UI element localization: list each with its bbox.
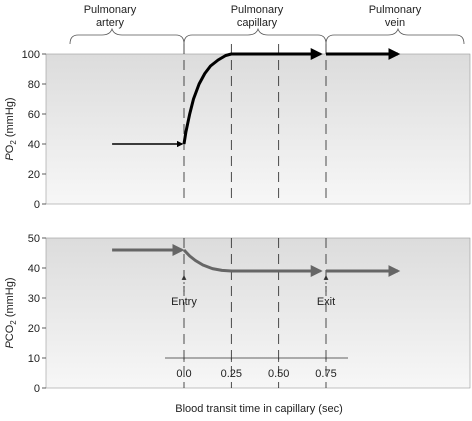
y-tick-label: 20	[28, 323, 40, 335]
region-artery-line1: Pulmonary	[84, 4, 137, 16]
pco2-plot-area	[45, 237, 471, 389]
y-tick-label: 60	[28, 109, 40, 121]
pco2-series	[112, 244, 401, 277]
vein-brace	[325, 27, 465, 45]
y-tick-label: 40	[28, 139, 40, 151]
region-pulmonary-artery: Pulmonary artery	[69, 4, 185, 45]
transit-time-axis: 0.0 0.25 0.50 0.75	[165, 357, 348, 380]
y-tick-label: 30	[28, 293, 40, 305]
pco2-ylabel-unit: (mmHg)	[4, 277, 16, 320]
time-tick-label: 0.50	[268, 368, 289, 380]
pco2-annotations: Entry Exit	[171, 275, 335, 308]
y-tick-label: 40	[28, 263, 40, 275]
capillary-brace	[183, 27, 327, 45]
y-tick-label: 10	[28, 353, 40, 365]
pco2-ylabel-sub: 2	[9, 320, 18, 325]
po2-ylabel-main: O	[4, 144, 16, 153]
series-line-segment	[182, 248, 323, 277]
y-tick-label: 0	[34, 383, 40, 395]
po2-series	[112, 48, 401, 148]
region-vein-line1: Pulmonary	[369, 4, 422, 16]
y-tick-label: 0	[34, 199, 40, 211]
region-capillary-line2: capillary	[237, 17, 278, 29]
y-tick-label: 100	[22, 49, 40, 61]
pco2-chart: 0 10 20 30 40 50 Entry Exit PCO2 (mmHg)	[4, 233, 471, 395]
artery-brace	[69, 27, 185, 45]
pco2-y-ticks: 0 10 20 30 40 50	[28, 233, 46, 395]
region-vein-line2: vein	[385, 17, 405, 29]
po2-ylabel-sub: 2	[9, 140, 18, 145]
po2-y-ticks: 0 20 40 60 80 100	[22, 49, 46, 211]
po2-chart: 0 20 40 60 80 100 PO2 (mmHg)	[4, 44, 471, 211]
po2-y-axis-label: PO2 (mmHg)	[4, 97, 18, 160]
pco2-ylabel-base: P	[4, 341, 16, 349]
region-artery-line2: artery	[96, 17, 125, 29]
region-headers: Pulmonary artery Pulmonary capillary Pul…	[69, 4, 465, 45]
pco2-ylabel-main: CO	[4, 324, 16, 341]
y-tick-label: 80	[28, 79, 40, 91]
po2-ylabel-unit: (mmHg)	[4, 97, 16, 140]
po2-dashed-guides	[183, 44, 327, 204]
pco2-dashed-guides	[183, 238, 327, 388]
po2-ylabel-base: P	[4, 153, 16, 161]
y-tick-label: 50	[28, 233, 40, 245]
region-pulmonary-vein: Pulmonary vein	[325, 4, 465, 45]
y-tick-label: 20	[28, 169, 40, 181]
po2-plot-area	[45, 53, 471, 205]
time-tick-label: 0.75	[315, 368, 336, 380]
annotation-label: Entry	[171, 296, 197, 308]
region-capillary-line1: Pulmonary	[231, 4, 284, 16]
region-pulmonary-capillary: Pulmonary capillary	[183, 4, 327, 45]
time-tick-label: 0.25	[221, 368, 242, 380]
pco2-y-axis-label: PCO2 (mmHg)	[4, 277, 18, 348]
annotation-label: Exit	[317, 296, 335, 308]
x-axis-label: Blood transit time in capillary (sec)	[175, 403, 343, 415]
time-tick-label: 0.0	[176, 368, 191, 380]
series-line-segment	[182, 48, 323, 145]
